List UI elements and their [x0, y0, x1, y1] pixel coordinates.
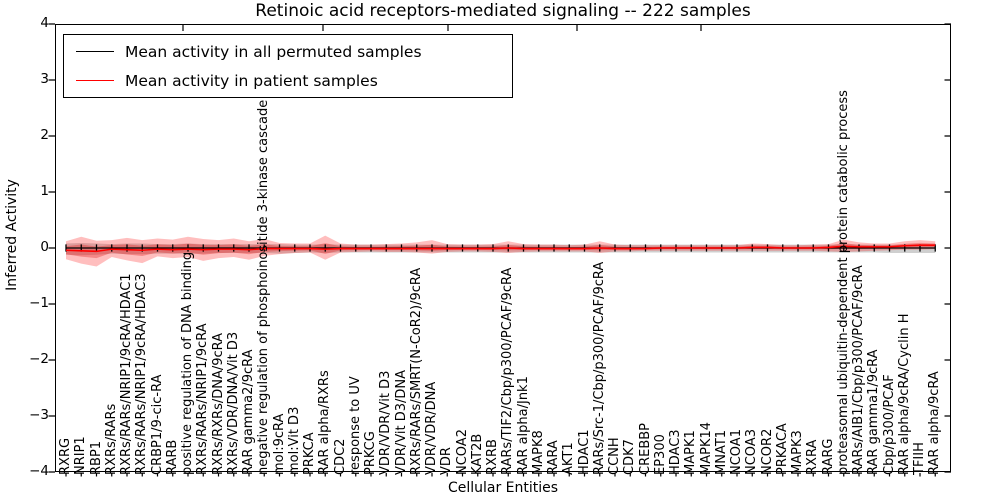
x-tick-label-text: NCOA3 — [744, 429, 760, 475]
x-tick-label-text: RARB — [164, 439, 180, 475]
patient-band-inner — [66, 242, 936, 259]
y-axis-label: Inferred Activity — [4, 179, 20, 291]
x-tick-label-text: RXRs/RARs — [103, 403, 119, 475]
x-tick-label-text: response to UV — [347, 376, 363, 475]
patient-line-swatch — [76, 80, 114, 81]
x-tick-label-text: positive regulation of DNA binding — [180, 251, 195, 475]
x-tick-label-text: NCOA2 — [454, 429, 470, 475]
x-tick-label-text: RXRs/RARs/NRIP1/9cRA — [195, 323, 211, 475]
x-tick-label-text: PRKACA — [774, 423, 790, 475]
x-tick-label-text: RXRs/RXRs/DNA/9cRA — [210, 332, 226, 475]
y-tick-label: 1 — [40, 183, 49, 199]
x-tick-label-text: VDR — [439, 447, 455, 475]
legend-label: Mean activity in all permuted samples — [125, 42, 422, 61]
x-tick-label-text: CRBP1/9-cic-RA — [149, 374, 165, 475]
x-tick-label-text: HDAC3 — [668, 429, 683, 475]
x-tick-label-text: MAPK3 — [790, 430, 805, 475]
x-tick-label-text: RAR gamma1/9cRA — [866, 349, 882, 475]
x-tick-label-text: RARA — [546, 440, 561, 475]
legend: Mean activity in all permuted samples Me… — [63, 34, 513, 98]
x-tick-label-text: VDR/VDR/Vit D3 — [378, 370, 394, 475]
x-tick-label-text: RXRs/VDR/DNA/Vit D3 — [225, 331, 241, 475]
y-tick-label: 4 — [40, 15, 49, 31]
x-tick-label-text: proteasomal ubiquitin-dependent protein … — [835, 90, 851, 475]
legend-label: Mean activity in patient samples — [125, 71, 378, 90]
x-tick-label-text: RARs/Src-1/Cbp/p300/PCAF/9cRA — [591, 261, 607, 475]
x-tick-label-text: RARG — [820, 438, 836, 475]
x-tick-label-text: RAR alpha/Jnk1 — [515, 376, 531, 475]
y-tick-label: 3 — [40, 71, 49, 87]
x-tick-label-text: MNAT1 — [713, 429, 729, 475]
chart-title: Retinoic acid receptors-mediated signali… — [255, 1, 751, 21]
y-tick-label: −1 — [29, 295, 49, 311]
x-tick-label-text: Cbp/p300/PCAF — [881, 374, 897, 475]
permuted-band — [66, 242, 936, 256]
x-tick-label-text: TFIIH — [912, 442, 927, 475]
x-tick-label-text: KAT2B — [469, 433, 485, 475]
x-tick-label-text: MAPK8 — [530, 430, 546, 475]
x-tick-label-text: mol:Vit D3 — [286, 406, 302, 475]
x-tick-label-text: NCOR2 — [759, 428, 775, 475]
y-tick-label: −2 — [29, 351, 49, 367]
x-tick-label-text: NCOA1 — [729, 429, 744, 475]
x-tick-label-text: PRKCA — [302, 432, 317, 475]
x-tick-label-text: RXRs/RARs/SMRT(N-CoR2)/9cRA — [408, 267, 424, 475]
x-tick-label-text: MAPK1 — [683, 430, 699, 475]
x-tick-label-text: MAPK14 — [698, 421, 714, 475]
x-tick-label-text: RAR gamma2/9cRA — [241, 349, 256, 475]
x-tick-label-text: CREBBP — [637, 423, 653, 475]
x-tick-label-text: mol:9cRA — [271, 413, 287, 475]
x-tick-label-text: RAR alpha/9cRA — [927, 371, 943, 475]
x-tick-label-text: RXRs/RARs/NRIP1/9cRA/HDAC3 — [134, 273, 150, 475]
patient-mean-line — [65, 244, 936, 253]
x-tick-label-text: RXRG — [58, 437, 73, 475]
x-tick-label-text: VDR/VDR/DNA — [424, 381, 439, 475]
x-tick-label-text: RBP1 — [88, 440, 104, 475]
x-tick-label-text: RXRB — [485, 439, 500, 475]
patient-band — [66, 235, 936, 267]
x-axis-label: Cellular Entities — [447, 480, 559, 496]
legend-entry-patient: Mean activity in patient samples — [64, 66, 512, 95]
x-tick-label-text: RAR alpha/RXRs — [317, 370, 333, 475]
x-tick-label-text: RXRs/RARs/NRIP1/9cRA/HDAC1 — [119, 273, 134, 475]
x-tick-label-text: RXRA — [805, 439, 821, 475]
y-tick-label: −4 — [29, 463, 49, 479]
x-tick-label-text: CCNH — [607, 437, 622, 475]
x-tick-label-text: HDAC1 — [576, 429, 592, 475]
x-tick-label-text: RARs/TIF2/Cbp/p300/PCAF/9cRA — [500, 267, 516, 475]
x-tick-label-text: CDC2 — [332, 438, 348, 475]
y-tick-label: 2 — [40, 127, 49, 143]
x-tick-label-text: EP300 — [652, 434, 668, 475]
x-tick-label-text: AKT1 — [561, 442, 577, 475]
x-tick-label-text: negative regulation of phosphoinositide … — [256, 99, 272, 475]
x-tick-label-text: RARs/AIB1/Cbp/p300/PCAF/9cRA — [851, 265, 866, 475]
permuted-line-swatch — [76, 51, 114, 52]
x-tick-label-text: VDR/Vit D3/DNA — [393, 369, 409, 475]
x-tick-label-text: PRKCG — [363, 431, 378, 475]
legend-entry-permuted: Mean activity in all permuted samples — [64, 37, 512, 66]
x-tick-label-text: NRIP1 — [73, 436, 89, 475]
axis-ticks — [48, 23, 951, 477]
y-tick-label: 0 — [40, 239, 49, 255]
x-tick-label-text: RAR alpha/9cRA/Cyclin H — [896, 313, 912, 475]
x-tick-label-text: CDK7 — [622, 439, 638, 475]
y-tick-label: −3 — [29, 407, 49, 423]
